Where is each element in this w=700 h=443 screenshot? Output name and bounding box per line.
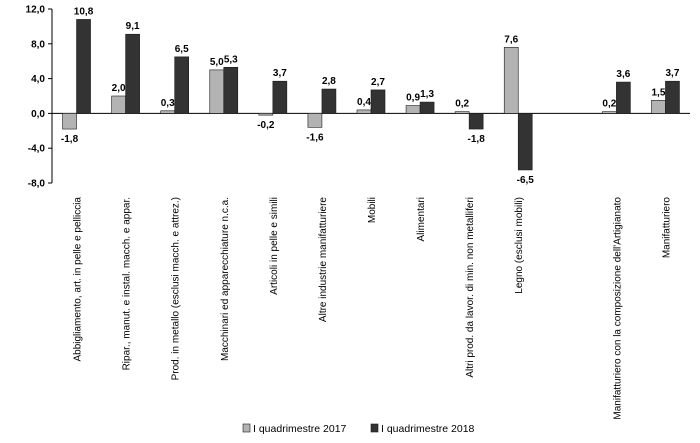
bar-2018	[468, 113, 484, 130]
bar-2017	[503, 46, 519, 114]
bar-2018	[76, 19, 91, 114]
bar-2018	[419, 101, 435, 114]
data-label: 6,5	[175, 44, 189, 55]
bar-2017	[651, 100, 666, 114]
data-label: 3,7	[666, 68, 680, 79]
data-labels: -1,8 2,0 0,3 5,0 -0,2 -1,6 0,4 0,9 0,2 7,6 0,2 1,5 1…	[61, 6, 680, 186]
legend-label: I quadrimestre 2018	[381, 423, 475, 435]
legend-swatch	[242, 423, 251, 433]
data-label: 3,7	[273, 68, 287, 79]
legend-label: I quadrimestre 2017	[253, 423, 347, 435]
bar-2018	[223, 66, 239, 114]
data-label: 0,9	[406, 93, 420, 104]
category-label: Macchinari ed apparecchiature n.c.a.	[220, 197, 231, 361]
bar-2017	[160, 110, 175, 114]
data-label: -6,5	[517, 175, 535, 186]
y-tick-label: -4,0	[28, 144, 46, 155]
category-label: Manifatturiero	[661, 197, 672, 259]
data-label: 2,0	[112, 83, 126, 94]
category-label: Prod. in metallo (esclusi macch. e attre…	[171, 197, 182, 380]
data-label: 5,3	[224, 54, 238, 65]
y-tick-label: 12,0	[26, 5, 46, 16]
bar-2017	[602, 111, 617, 114]
data-label: 7,6	[504, 34, 518, 45]
category-label: Mobili	[367, 197, 378, 223]
data-label: -1,8	[61, 134, 79, 145]
bar-2017	[258, 113, 274, 116]
data-label: 0,4	[357, 97, 371, 108]
category-label: Manifatturiero con la composizione dell'…	[612, 197, 623, 420]
y-tick-label: 8,0	[31, 39, 45, 50]
data-label: 0,2	[602, 99, 616, 110]
bar-2018	[370, 89, 386, 114]
bar-2018	[665, 80, 680, 114]
data-label: 1,5	[652, 87, 666, 98]
bar-2018	[616, 81, 631, 114]
category-label: Legno (esclusi mobili)	[514, 197, 525, 294]
category-label: Articoli in pelle e simili	[269, 197, 280, 295]
y-tick-label: 0,0	[31, 109, 45, 120]
data-label: 1,3	[420, 89, 434, 100]
bar-2017	[62, 113, 77, 130]
data-label: 9,1	[126, 21, 140, 32]
legend-swatch	[370, 423, 379, 433]
bar-2018	[272, 80, 288, 114]
data-label: 10,8	[74, 6, 94, 17]
bar-2017	[209, 69, 225, 114]
bar-2018	[321, 88, 337, 114]
bar-2018	[517, 113, 533, 171]
bar-2017	[111, 95, 126, 114]
data-label: 5,0	[210, 57, 224, 68]
data-label: 2,7	[371, 77, 385, 88]
category-label: Abbigliamento, art. in pelle e pelliccia	[73, 197, 84, 362]
legend: I quadrimestre 2017 I quadrimestre 2018	[242, 423, 475, 435]
bar-2017	[307, 113, 323, 128]
category-labels: Abbigliamento, art. in pelle e pelliccia…	[73, 197, 673, 420]
bar-2018	[174, 56, 189, 114]
data-label: 0,3	[161, 98, 175, 109]
y-tick-label: 4,0	[31, 74, 45, 85]
category-label: Ripar., manut. e instal. macch. e appar.	[122, 197, 133, 370]
data-label: -0,2	[257, 120, 275, 131]
bar-2017	[405, 105, 421, 114]
data-label: -1,8	[468, 134, 486, 145]
y-tick-label: -8,0	[28, 179, 46, 190]
category-label: Altri prod. da lavor. di min. non metall…	[465, 197, 476, 378]
bar-2018	[125, 33, 140, 114]
category-label: Altre industrie manifatturiere	[318, 197, 329, 322]
data-label: 0,2	[455, 99, 469, 110]
data-label: 2,8	[322, 76, 336, 87]
bar-2017	[454, 111, 470, 114]
bar-2017	[356, 109, 372, 114]
category-label: Alimentari	[416, 197, 427, 241]
data-label: -1,6	[306, 132, 324, 143]
data-label: 3,6	[616, 69, 630, 80]
bars	[62, 19, 680, 171]
